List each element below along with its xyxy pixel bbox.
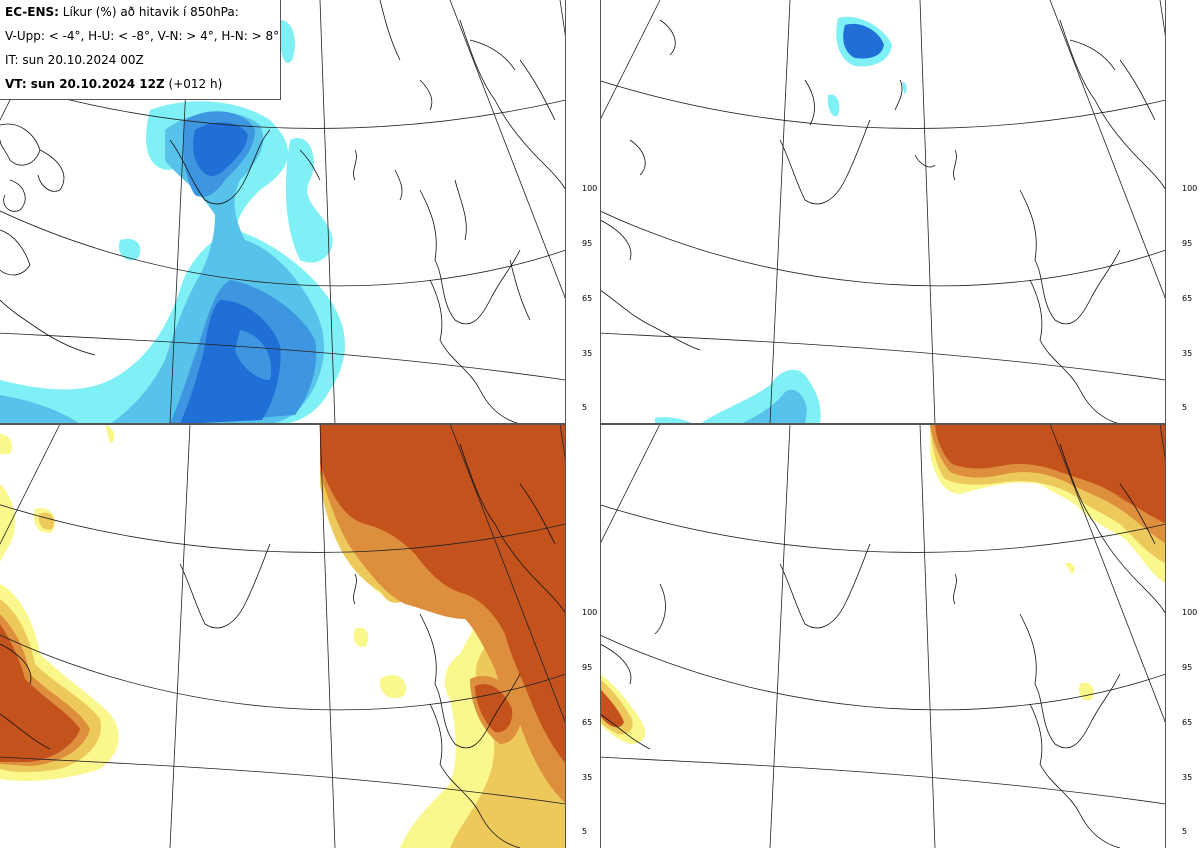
tick-5: 5: [1182, 403, 1188, 412]
tick-65: 65: [582, 294, 593, 303]
tick-100: 100: [1182, 608, 1198, 617]
thresholds-line: V-Upp: < -4°, H-U: < -8°, V-N: > 4°, H-N…: [5, 29, 280, 43]
panel-divider-horizontal-left: [0, 423, 566, 425]
map-cold-8: [600, 0, 1166, 424]
tick-65: 65: [582, 718, 593, 727]
tick-95: 95: [582, 239, 593, 248]
valid-time-line: VT: sun 20.10.2024 12Z (+012 h): [5, 76, 280, 100]
tick-5: 5: [582, 403, 588, 412]
model-name: EC-ENS:: [5, 5, 59, 19]
tick-65: 65: [1182, 718, 1193, 727]
tick-95: 95: [1182, 239, 1193, 248]
map-warm-8: [600, 424, 1166, 848]
panel-border-far-right: [1165, 0, 1166, 848]
map-panel-cold-8: [600, 0, 1166, 424]
tick-100: 100: [582, 608, 598, 617]
tick-95: 95: [582, 663, 593, 672]
tick-100: 100: [582, 184, 598, 193]
tick-5: 5: [1182, 827, 1188, 836]
tick-35: 35: [582, 773, 593, 782]
panel-border-right: [600, 0, 601, 848]
map-info-box: EC-ENS: Líkur (%) að hitavik í 850hPa: V…: [0, 0, 281, 100]
init-time: IT: sun 20.10.2024 00Z: [5, 53, 144, 67]
map-warm-4: [0, 424, 566, 848]
tick-35: 35: [1182, 773, 1193, 782]
panel-divider-horizontal-right: [600, 423, 1166, 425]
title-line: EC-ENS: Líkur (%) að hitavik í 850hPa:: [5, 4, 280, 28]
tick-95: 95: [1182, 663, 1193, 672]
tick-35: 35: [1182, 349, 1193, 358]
product-description: Líkur (%) að hitavik í 850hPa:: [62, 5, 239, 19]
tick-35: 35: [582, 349, 593, 358]
valid-time: VT: sun 20.10.2024 12Z: [5, 77, 165, 91]
map-cold-4: [0, 0, 566, 424]
tick-65: 65: [1182, 294, 1193, 303]
map-panel-warm-4: [0, 424, 566, 848]
map-panel-warm-8: [600, 424, 1166, 848]
tick-5: 5: [582, 827, 588, 836]
tick-100: 100: [1182, 184, 1198, 193]
map-panel-cold-4: [0, 0, 566, 424]
panel-border-left: [565, 0, 566, 848]
lead-time: (+012 h): [168, 77, 223, 91]
